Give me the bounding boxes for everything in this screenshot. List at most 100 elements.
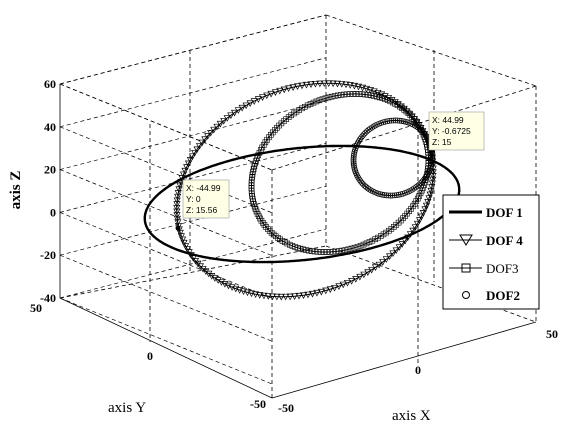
data-tip-box: [182, 179, 230, 219]
marker-square: [316, 97, 323, 104]
marker-triangle: [216, 120, 224, 128]
marker-triangle: [173, 204, 181, 212]
marker-square: [309, 248, 315, 254]
marker-circle: [350, 158, 357, 165]
marker-triangle: [194, 260, 202, 268]
series-dof3: [248, 91, 432, 255]
marker-square: [366, 239, 373, 245]
z-tick-label: 40: [44, 120, 56, 134]
marker-square: [336, 248, 342, 254]
marker-triangle: [189, 255, 197, 262]
marker-triangle: [208, 273, 216, 280]
z-grid-line: [59, 57, 327, 128]
marker-square: [399, 105, 405, 111]
marker-triangle: [239, 288, 248, 295]
marker-square: [261, 222, 268, 228]
marker-square: [311, 248, 318, 255]
marker-triangle: [428, 180, 436, 188]
marker-triangle: [401, 237, 409, 245]
marker-triangle: [246, 100, 254, 107]
marker-triangle: [174, 219, 182, 227]
marker-triangle: [187, 252, 195, 259]
marker-triangle: [429, 169, 437, 176]
marker-triangle: [228, 284, 236, 291]
marker-square: [372, 236, 379, 243]
marker-square: [303, 247, 309, 253]
legend-entry: DOF2: [462, 288, 520, 303]
data-tip: X: 44.99 Y: -0.6725 Z: 15: [428, 111, 485, 151]
marker-square: [260, 220, 266, 226]
marker-circle: [397, 191, 404, 198]
marker-circle: [370, 123, 377, 130]
marker-square: [403, 108, 410, 115]
marker-triangle: [424, 199, 432, 206]
marker-triangle: [413, 220, 422, 228]
legend-entry: DOF 4: [449, 233, 523, 248]
marker-triangle: [354, 83, 363, 91]
marker-square: [314, 248, 321, 255]
data-tip-line: X: -44.99: [186, 183, 221, 193]
marker-triangle: [238, 104, 246, 112]
marker-triangle: [183, 164, 191, 171]
marker-square: [330, 248, 336, 255]
marker-square: [360, 241, 367, 248]
marker-triangle: [333, 80, 342, 88]
marker-triangle: [191, 149, 199, 157]
marker-triangle: [230, 109, 239, 117]
legend-label: DOF 4: [486, 233, 523, 248]
z-tick-label: -20: [40, 248, 56, 262]
tick-labels: -40 -20 0 20 40 60 50 0 -50 -50 0 50: [30, 77, 558, 415]
marker-square: [313, 98, 320, 105]
y-tick-label: -50: [250, 397, 266, 411]
z-tick-label: -40: [40, 291, 56, 305]
marker-triangle: [210, 126, 218, 134]
marker-circle: [395, 191, 402, 198]
data-tip-line: Y: -0.6725: [432, 126, 471, 136]
legend-marker-circle: [462, 291, 470, 299]
marker-triangle: [302, 81, 311, 89]
marker-square: [306, 247, 312, 254]
marker-triangle: [326, 286, 334, 293]
marker-triangle: [350, 82, 358, 90]
marker-triangle: [395, 244, 403, 251]
box-edge: [59, 245, 327, 299]
marker-triangle: [320, 80, 328, 88]
box-edge: [325, 245, 537, 323]
marker-triangle: [417, 213, 426, 221]
marker-square: [375, 234, 381, 241]
marker-square: [334, 92, 341, 99]
marker-triangle: [221, 281, 229, 288]
y-tick-label: 50: [30, 301, 42, 315]
marker-circle: [368, 187, 375, 194]
marker-circle: [409, 186, 416, 193]
marker-square: [324, 249, 330, 255]
marker-square: [301, 103, 308, 110]
marker-triangle: [258, 94, 267, 101]
marker-triangle: [427, 187, 435, 195]
marker-triangle: [277, 293, 285, 301]
marker-square: [348, 245, 355, 252]
marker-triangle: [411, 224, 419, 231]
marker-triangle: [243, 289, 252, 297]
marker-triangle: [211, 275, 219, 282]
marker-circle: [355, 139, 361, 146]
y-tick-label: 0: [147, 349, 153, 363]
series-line: [143, 144, 461, 264]
marker-triangle: [307, 81, 315, 88]
marker-triangle: [242, 102, 250, 110]
marker-circle: [350, 156, 357, 163]
marker-circle: [393, 192, 400, 199]
marker-triangle: [220, 117, 228, 125]
marker-triangle: [330, 284, 339, 292]
marker-triangle: [186, 157, 195, 164]
marker-circle: [385, 192, 392, 199]
marker-triangle: [223, 115, 231, 122]
marker-triangle: [252, 291, 260, 298]
marker-square: [304, 102, 311, 109]
marker-circle: [355, 175, 362, 182]
marker-triangle: [425, 195, 433, 202]
z-grid-line: [59, 126, 273, 214]
marker-square: [368, 92, 374, 99]
marker-square: [325, 94, 332, 101]
marker-triangle: [183, 246, 191, 253]
